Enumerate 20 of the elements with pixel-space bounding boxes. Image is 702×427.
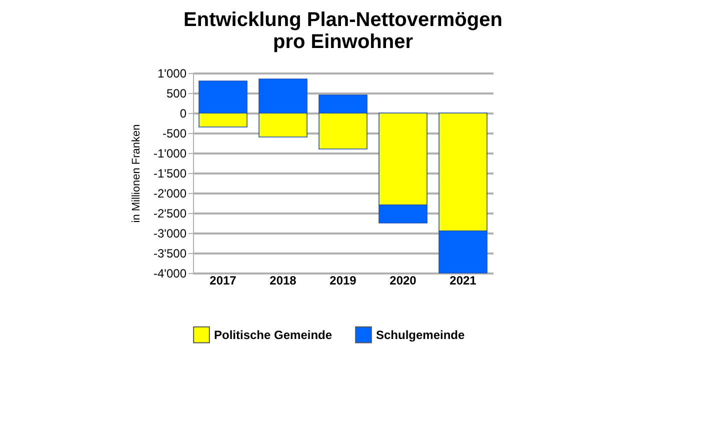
- y-tick-label: 500: [166, 86, 187, 100]
- legend-label: Politische Gemeinde: [214, 328, 332, 342]
- y-tick-label: -3'500: [154, 246, 187, 260]
- x-tick-label: 2021: [450, 274, 477, 288]
- x-tick-label: 2019: [330, 274, 357, 288]
- y-tick-label: -4'000: [154, 266, 187, 280]
- legend-label: Schulgemeinde: [376, 328, 466, 342]
- y-axis-title: in Millionen Franken: [130, 124, 143, 223]
- y-tick-label: -2'000: [154, 186, 187, 200]
- y-tick-label: -1'000: [154, 146, 187, 160]
- x-tick-label: 2018: [270, 274, 297, 288]
- y-tick-label: 1'000: [158, 66, 187, 80]
- y-tick-label: 0: [180, 106, 187, 120]
- y-tick-label: -1'500: [154, 166, 187, 180]
- y-tick-label: -2'500: [154, 206, 187, 220]
- chart-title: Entwicklung Plan-Nettovermögen pro Einwohner: [184, 9, 502, 53]
- x-tick-label: 2020: [390, 274, 417, 288]
- y-tick-label: -500: [162, 126, 187, 140]
- y-tick-label: -3'000: [154, 226, 187, 240]
- x-tick-label: 2017: [210, 274, 237, 288]
